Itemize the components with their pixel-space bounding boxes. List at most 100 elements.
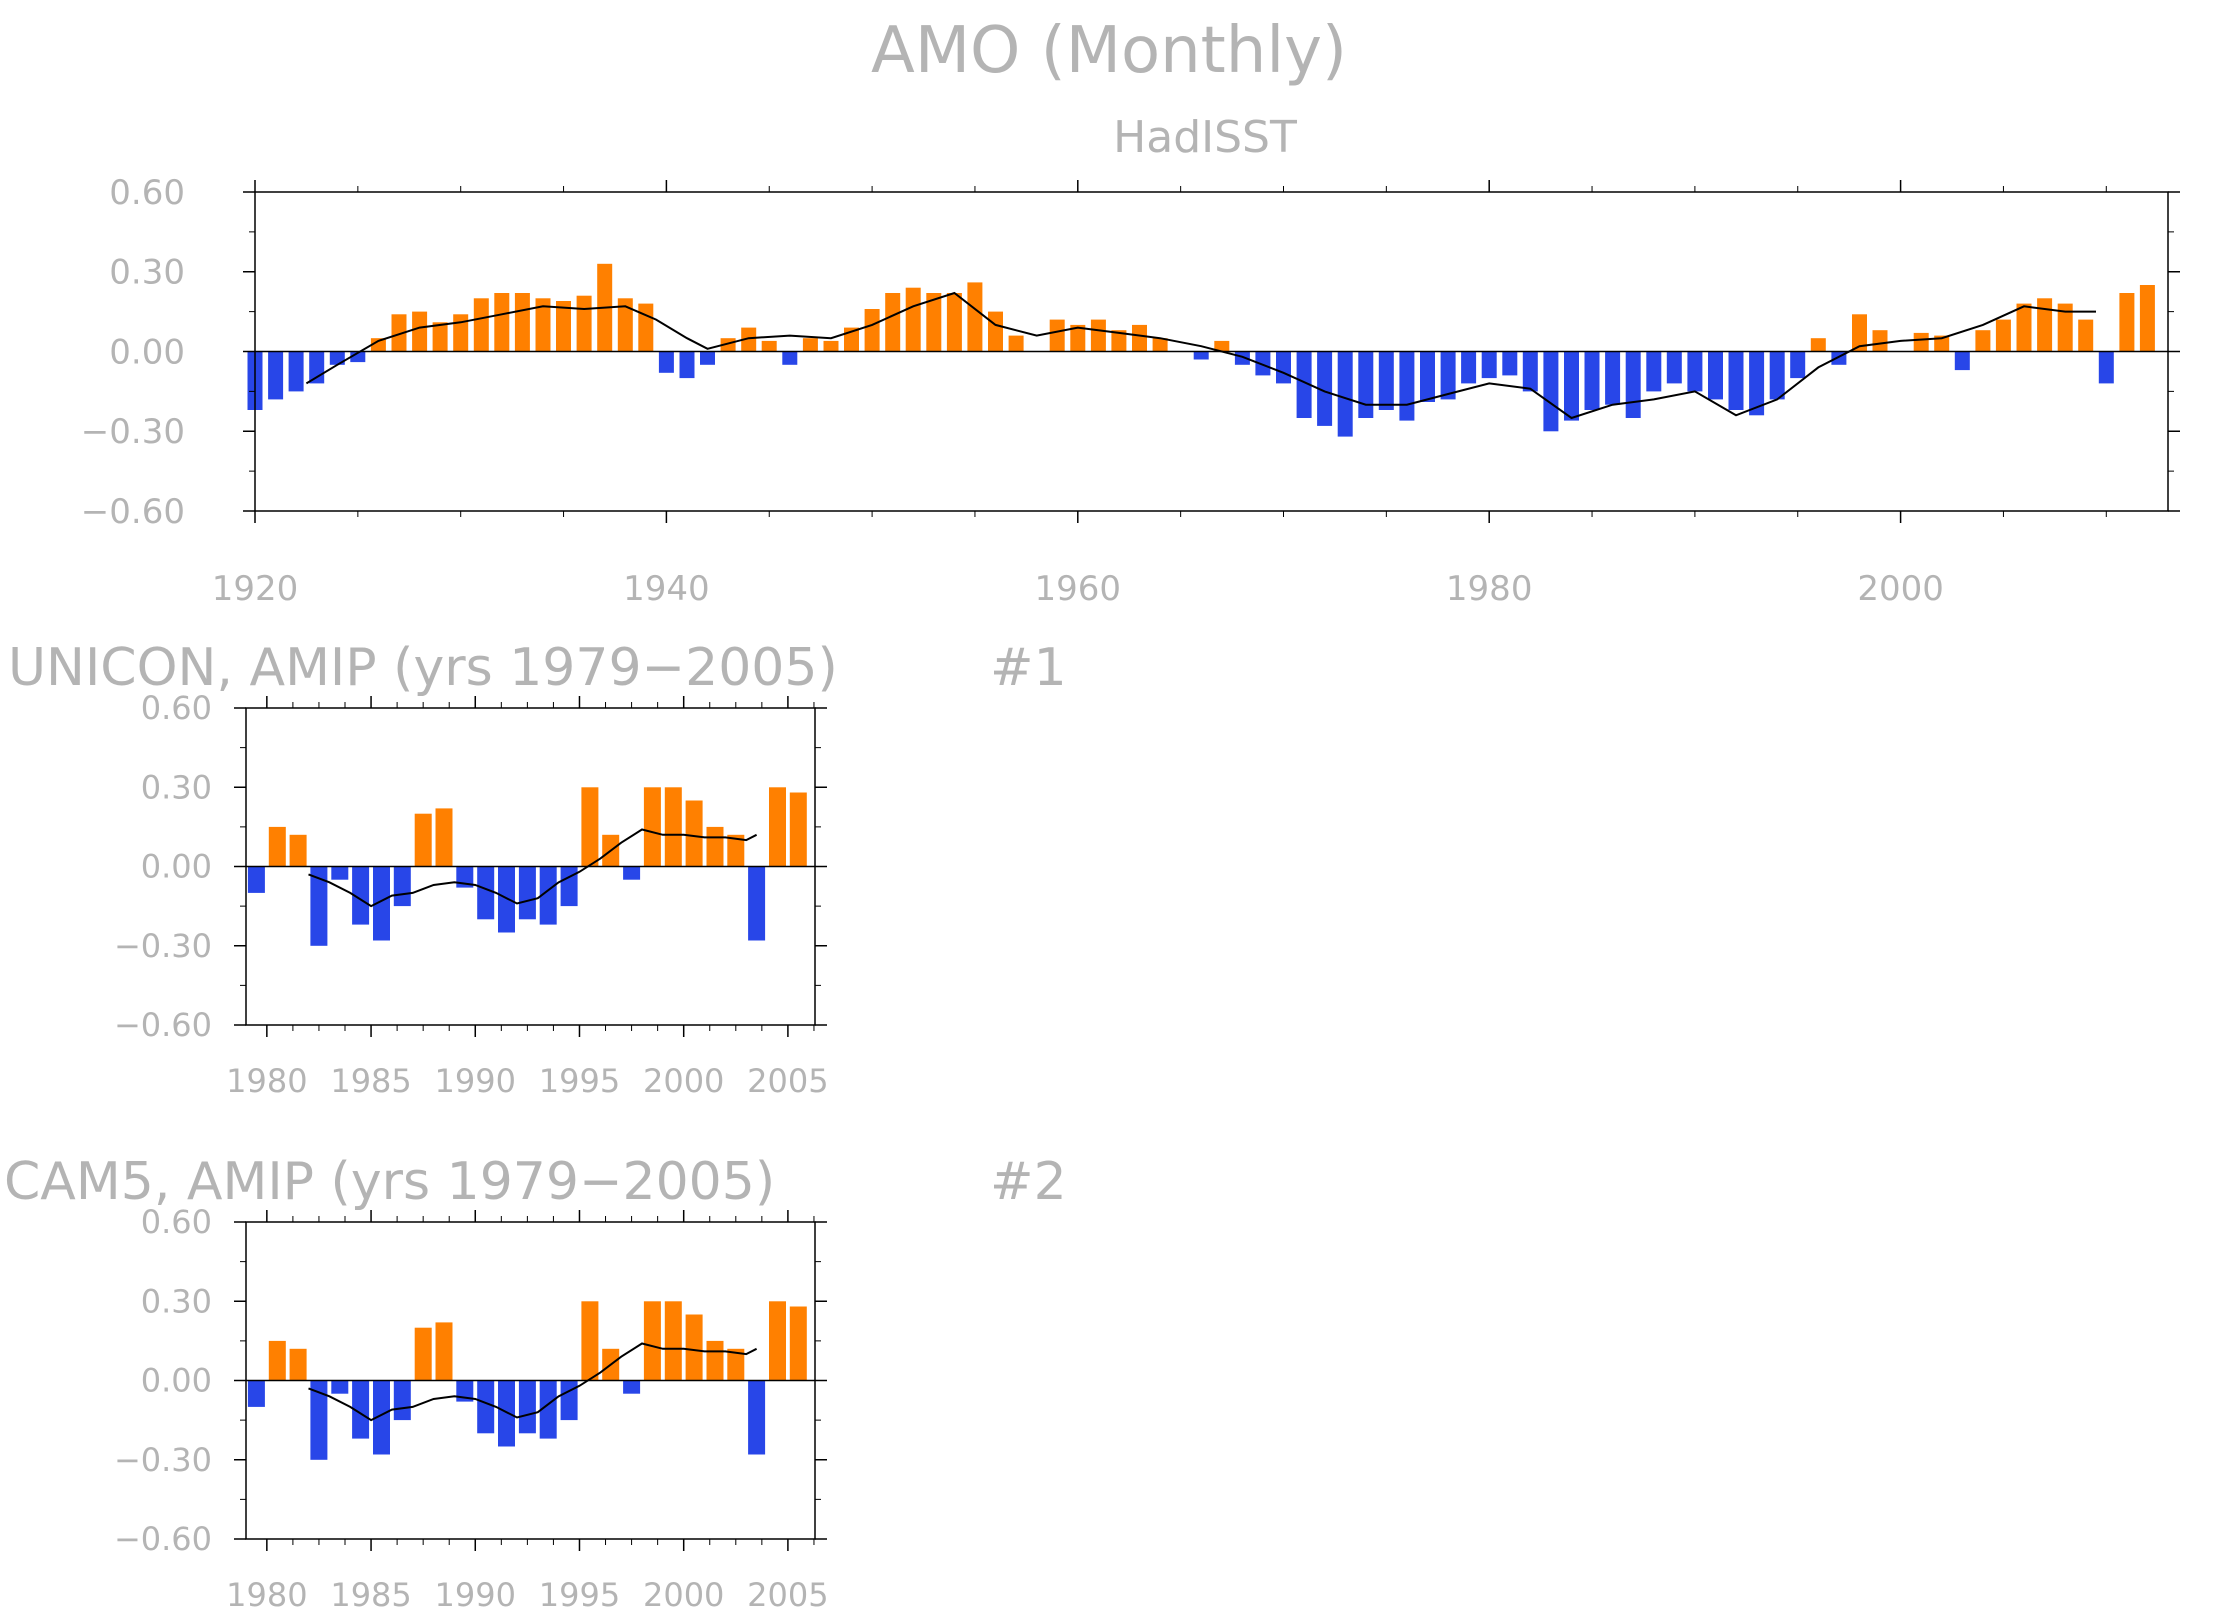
anomaly-bar — [679, 351, 695, 379]
anomaly-bar — [1214, 340, 1230, 352]
anomaly-bar — [1913, 332, 1929, 352]
anomaly-bar — [1255, 351, 1271, 376]
smoothed-series-line — [308, 1342, 758, 1422]
x-tick-label: 1940 — [623, 569, 710, 609]
y-tick-label: 0.60 — [141, 1203, 212, 1241]
anomaly-bar — [643, 1301, 661, 1381]
anomaly-bar — [309, 351, 325, 384]
anomaly-bar — [769, 787, 786, 867]
anomaly-bar — [556, 301, 571, 352]
anomaly-bar — [2098, 351, 2114, 384]
anomaly-bar — [1790, 351, 1806, 379]
anomaly-bar — [370, 338, 386, 352]
anomaly-bar — [946, 293, 962, 352]
y-tick-label: 0.60 — [109, 173, 185, 213]
anomaly-bar — [1008, 335, 1024, 352]
anomaly-bar — [1934, 335, 1950, 352]
anomaly-bar — [1564, 351, 1579, 421]
anomaly-bar — [352, 866, 370, 925]
anomaly-bar — [539, 1380, 557, 1439]
panel-label-unicon: #1 — [990, 638, 1067, 698]
anomaly-bar — [727, 834, 745, 867]
anomaly-bar — [288, 351, 304, 392]
anomaly-bar — [823, 340, 839, 352]
anomaly-bar — [623, 866, 641, 880]
anomaly-bar — [268, 826, 286, 867]
anomaly-bar — [412, 311, 428, 352]
anomaly-bar — [1152, 338, 1168, 352]
anomaly-bar — [247, 1380, 265, 1407]
anomaly-bar — [2139, 285, 2155, 352]
anomaly-bar — [1769, 351, 1785, 400]
anomaly-bar — [741, 327, 757, 352]
anomaly-bar — [1666, 351, 1682, 384]
anomaly-bar — [1584, 351, 1600, 410]
x-tick-label: 2000 — [1857, 569, 1944, 609]
anomaly-bar — [789, 1306, 807, 1381]
x-tick-label: 1985 — [330, 1576, 411, 1613]
anomaly-bar — [518, 1380, 536, 1434]
anomaly-bar — [1399, 351, 1415, 421]
anomaly-bar — [432, 322, 448, 352]
anomaly-bar — [1605, 351, 1621, 405]
anomaly-bar — [685, 1314, 703, 1381]
anomaly-bar — [617, 298, 633, 352]
anomaly-bar — [1358, 351, 1374, 418]
anomaly-bar — [2119, 293, 2135, 352]
x-tick-label: 2000 — [643, 1062, 724, 1100]
anomaly-bar — [1954, 351, 1970, 371]
anomaly-bar — [498, 866, 515, 933]
panel-title-unicon: UNICON, AMIP (yrs 1979−2005) — [8, 638, 838, 698]
anomaly-bar — [435, 1322, 453, 1381]
anomaly-bar — [414, 1327, 432, 1381]
x-tick-label: 1980 — [226, 1576, 307, 1613]
anomaly-bar — [1975, 330, 1991, 352]
x-tick-label: 1960 — [1035, 569, 1122, 609]
anomaly-bar — [2078, 319, 2094, 352]
anomaly-bar — [477, 1380, 495, 1434]
anomaly-bar — [247, 866, 265, 893]
x-tick-label: 1980 — [1446, 569, 1533, 609]
anomaly-bar — [289, 1348, 307, 1381]
anomaly-bar — [391, 314, 407, 352]
anomaly-bar — [1522, 351, 1538, 392]
anomaly-bar — [477, 866, 495, 920]
anomaly-bar — [789, 792, 807, 867]
anomaly-bar — [761, 340, 777, 352]
y-tick-label: −0.30 — [114, 927, 212, 965]
anomaly-bar — [988, 311, 1003, 352]
anomaly-bar — [535, 298, 551, 352]
anomaly-bar — [1502, 351, 1518, 376]
anomaly-bar — [706, 1340, 724, 1381]
x-tick-label: 1980 — [226, 1062, 307, 1100]
anomaly-bar — [864, 309, 880, 352]
panel-label-cam5: #2 — [990, 1152, 1067, 1212]
y-tick-label: 0.00 — [141, 848, 212, 886]
anomaly-bar — [352, 1380, 370, 1439]
smoothed-series-line — [308, 828, 758, 908]
anomaly-bar — [1481, 351, 1497, 379]
anomaly-bar — [581, 1301, 599, 1381]
anomaly-bar — [748, 866, 766, 941]
y-tick-label: −0.60 — [114, 1520, 212, 1558]
anomaly-bar — [1337, 351, 1353, 437]
y-tick-label: 0.00 — [141, 1362, 212, 1400]
anomaly-bar — [1749, 351, 1765, 416]
x-tick-label: 1990 — [435, 1576, 516, 1613]
anomaly-bar — [576, 295, 592, 352]
anomaly-bar — [373, 1380, 390, 1455]
anomaly-bar — [1070, 324, 1086, 352]
anomaly-bar — [514, 293, 530, 352]
anomaly-bar — [1111, 330, 1127, 352]
y-tick-label: −0.60 — [114, 1006, 212, 1044]
anomaly-bar — [393, 1380, 411, 1421]
anomaly-bar — [638, 303, 654, 352]
anomaly-bar — [1132, 324, 1147, 352]
anomaly-bar — [414, 813, 432, 867]
x-tick-label: 1995 — [539, 1576, 620, 1613]
anomaly-bar — [664, 1301, 682, 1381]
anomaly-bar — [802, 338, 818, 352]
anomaly-bar — [1995, 319, 2011, 352]
anomaly-bar — [1687, 351, 1703, 392]
anomaly-bar — [373, 866, 390, 941]
